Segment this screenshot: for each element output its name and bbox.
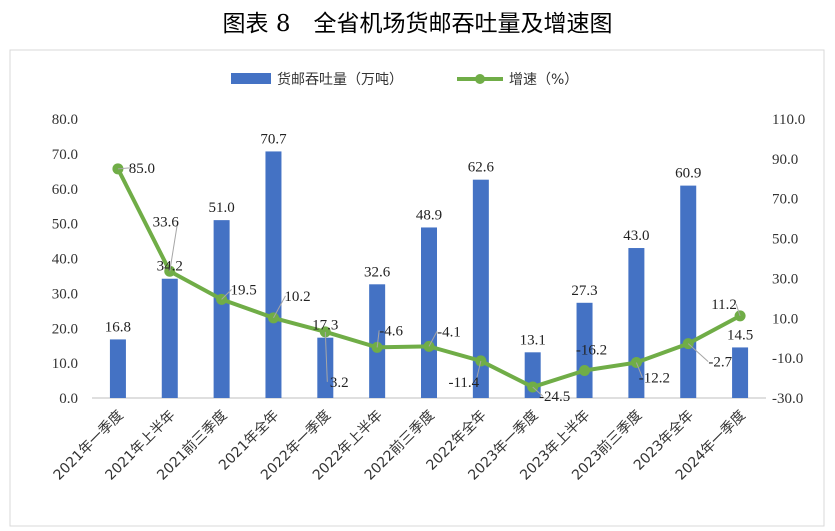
legend-label-bar: 货邮吞吐量（万吨） bbox=[277, 71, 403, 88]
label-leader-line bbox=[273, 295, 286, 319]
bar-value-label: 13.1 bbox=[520, 332, 546, 348]
bar bbox=[161, 278, 178, 398]
right-tick-label: 10.0 bbox=[772, 311, 798, 327]
left-tick-label: 60.0 bbox=[52, 182, 78, 198]
left-tick-label: 40.0 bbox=[52, 252, 78, 268]
left-axis: 0.0 10.0 20.0 30.0 40.0 50.0 60.0 70.0 80.0 bbox=[52, 112, 78, 407]
bar-value-label: 32.6 bbox=[364, 264, 391, 280]
legend-label-line: 增速（%） bbox=[509, 72, 578, 88]
legend-swatch-bar bbox=[231, 73, 271, 84]
right-axis: -30.0 -10.0 10.0 30.0 50.0 70.0 90.0 110.0 bbox=[772, 112, 805, 407]
bar bbox=[421, 227, 437, 398]
chart-title: 图表 8 全省机场货邮吞吐量及增速图 bbox=[222, 11, 613, 37]
line-data-labels: 85.0 33.6 19.5 10.2 3.2 -4.6 -4.1 -11.4 -24.5 -16… bbox=[117, 161, 741, 405]
left-tick-label: 50.0 bbox=[52, 217, 78, 233]
bar-series bbox=[109, 151, 749, 398]
right-tick-label: 110.0 bbox=[772, 112, 805, 128]
bar-value-label: 17.3 bbox=[312, 318, 338, 334]
right-tick-label: 70.0 bbox=[772, 192, 798, 208]
label-leader-line bbox=[687, 343, 709, 362]
left-tick-label: 70.0 bbox=[52, 147, 78, 163]
right-tick-label: 50.0 bbox=[772, 232, 798, 248]
bar-value-label: 70.7 bbox=[260, 131, 287, 147]
label-leader-line bbox=[117, 167, 130, 170]
right-tick-label: -30.0 bbox=[772, 391, 803, 407]
bar bbox=[369, 284, 386, 398]
line-value-label: -2.7 bbox=[708, 355, 732, 371]
label-leader-line bbox=[221, 289, 232, 300]
legend: 货邮吞吐量（万吨） 增速（%） bbox=[231, 71, 578, 88]
legend-marker-line bbox=[475, 74, 485, 84]
line-value-label: 11.2 bbox=[711, 297, 737, 313]
bar-data-labels: 16.8 34.2 51.0 70.7 17.3 32.6 48.9 62.6 13.1 27.3… bbox=[105, 131, 753, 348]
label-leader-line bbox=[324, 331, 328, 382]
line-value-label: 19.5 bbox=[230, 282, 256, 298]
line-value-label: -4.1 bbox=[437, 324, 461, 340]
line-marker bbox=[579, 364, 591, 376]
bar-value-label: 14.5 bbox=[727, 327, 753, 343]
category-labels: 2021年一季度2021年上半年2021前三季度2021年全年2022年一季度2… bbox=[51, 407, 749, 484]
line-value-label: 3.2 bbox=[330, 375, 349, 391]
bar bbox=[109, 339, 126, 398]
bar-value-label: 43.0 bbox=[623, 228, 649, 244]
line-value-label: 85.0 bbox=[129, 161, 155, 177]
bar bbox=[732, 347, 749, 398]
bar-value-label: 16.8 bbox=[105, 319, 131, 335]
label-leader-line bbox=[169, 221, 179, 272]
left-tick-label: 10.0 bbox=[52, 356, 78, 372]
bar-value-label: 27.3 bbox=[571, 283, 597, 299]
label-leader-line bbox=[532, 386, 544, 397]
bar bbox=[213, 220, 230, 398]
label-leader-line bbox=[376, 330, 380, 348]
line-value-label: 10.2 bbox=[284, 289, 310, 305]
label-leader-line bbox=[475, 360, 482, 383]
bar bbox=[680, 185, 697, 398]
line-value-label: -16.2 bbox=[576, 342, 607, 358]
bar-value-label: 51.0 bbox=[208, 200, 234, 216]
bar bbox=[265, 151, 282, 398]
bar-value-label: 62.6 bbox=[468, 160, 495, 176]
label-leader-line bbox=[735, 303, 741, 317]
bar-value-label: 60.9 bbox=[675, 166, 701, 182]
left-tick-label: 20.0 bbox=[52, 321, 78, 337]
line-value-label: 33.6 bbox=[153, 214, 180, 230]
line-value-label: -24.5 bbox=[539, 389, 570, 405]
label-leader-line bbox=[635, 362, 643, 378]
bar-value-label: 48.9 bbox=[416, 207, 442, 223]
bar-value-label: 34.2 bbox=[157, 259, 183, 275]
label-leader-line bbox=[428, 331, 438, 347]
line-value-label: -12.2 bbox=[639, 371, 670, 387]
left-tick-label: 80.0 bbox=[52, 112, 78, 128]
right-tick-label: 90.0 bbox=[772, 152, 798, 168]
right-tick-label: 30.0 bbox=[772, 271, 798, 287]
right-tick-label: -10.0 bbox=[772, 351, 803, 367]
line-value-label: -4.6 bbox=[379, 323, 403, 339]
line-value-label: -11.4 bbox=[448, 375, 479, 391]
plot-frame bbox=[9, 49, 825, 527]
bar bbox=[472, 179, 489, 398]
left-tick-label: 0.0 bbox=[59, 391, 78, 407]
bar bbox=[317, 337, 334, 398]
left-tick-label: 30.0 bbox=[52, 286, 78, 302]
